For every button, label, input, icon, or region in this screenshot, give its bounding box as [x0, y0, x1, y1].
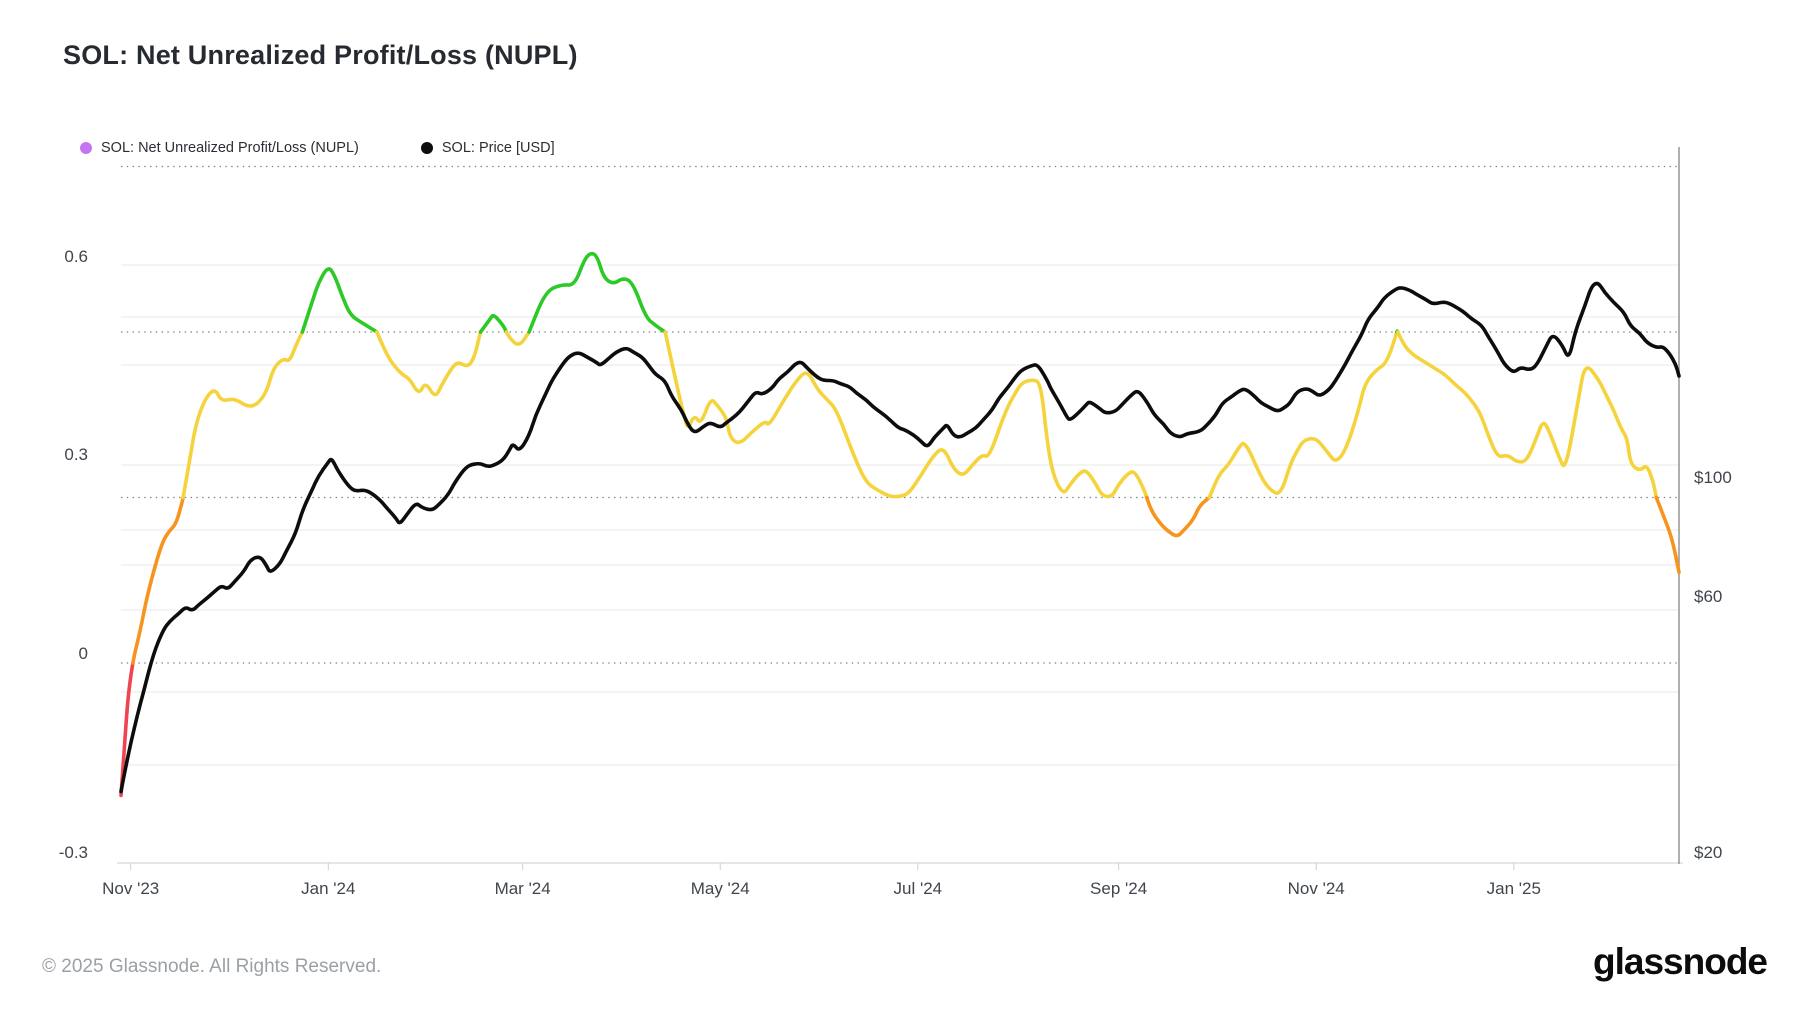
price-line: [119, 281, 1681, 794]
x-axis-tick-label: Nov '23: [102, 879, 160, 898]
nupl-line: [1207, 330, 1399, 500]
legend-label-price: SOL: Price [USD]: [441, 140, 555, 156]
y-right-tick-label: $20: [1694, 842, 1723, 862]
nupl-line: [478, 313, 509, 334]
nupl-line: [300, 267, 379, 334]
y-left-tick-label: -0.3: [58, 842, 88, 862]
y-left-tick-label: 0: [78, 644, 88, 663]
glassnode-logo: glassnode: [1593, 941, 1768, 982]
x-axis-tick-label: Sep '24: [1090, 879, 1148, 898]
nupl-line: [527, 251, 667, 334]
nupl-line: [131, 495, 185, 665]
x-axis-tick-label: May '24: [690, 879, 750, 898]
nupl-line: [504, 330, 531, 346]
nupl-line: [375, 330, 483, 397]
x-axis-tick-label: Jan '25: [1486, 879, 1541, 898]
price-series-dot-icon: [420, 142, 433, 154]
page-title: SOL: Net Unrealized Profit/Loss (NUPL): [63, 40, 578, 70]
y-left-tick-label: 0.3: [64, 445, 88, 465]
copyright-text: © 2025 Glassnode. All Rights Reserved.: [42, 956, 382, 977]
legend-item-price[interactable]: SOL: Price [USD]: [420, 140, 555, 156]
nupl-line: [119, 661, 135, 798]
nupl-line: [1654, 495, 1681, 575]
legend-label-nupl: SOL: Net Unrealized Profit/Loss (NUPL): [101, 140, 359, 156]
legend-item-nupl[interactable]: SOL: Net Unrealized Profit/Loss (NUPL): [80, 140, 359, 156]
x-axis-tick-label: Jul '24: [893, 879, 943, 898]
nupl-series-dot-icon: [80, 142, 92, 154]
x-axis-tick-label: Jan '24: [301, 879, 356, 898]
y-right-tick-label: $60: [1694, 586, 1723, 606]
nupl-line: [1396, 330, 1659, 500]
nupl-line: [663, 330, 1149, 500]
x-axis-tick-label: Nov '24: [1287, 879, 1345, 898]
y-right-tick-label: $100: [1694, 468, 1732, 487]
nupl-line: [1144, 495, 1212, 538]
legend: SOL: Net Unrealized Profit/Loss (NUPL) S…: [80, 140, 555, 156]
nupl-line: [181, 330, 305, 500]
y-left-tick-label: 0.6: [64, 246, 88, 266]
x-axis-tick-label: Mar '24: [494, 879, 551, 898]
